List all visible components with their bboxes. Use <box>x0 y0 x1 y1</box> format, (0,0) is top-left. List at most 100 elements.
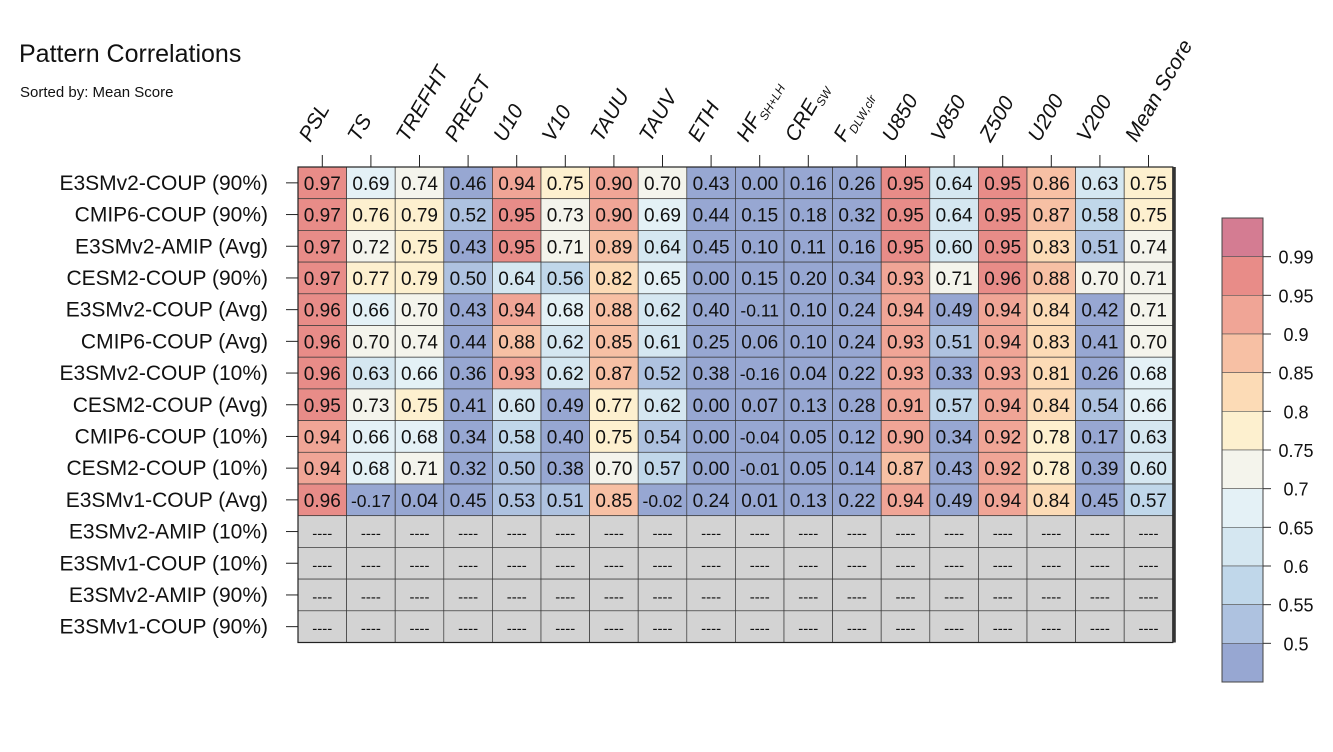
column-label: U850 <box>878 90 923 145</box>
cell-value-label: ---- <box>555 589 575 606</box>
heatmap-cell <box>686 356 736 390</box>
cell-value-label: 0.52 <box>450 206 487 227</box>
heatmap-cell <box>589 451 639 485</box>
heatmap-cell <box>929 547 979 580</box>
cell-value-label: ---- <box>653 589 673 606</box>
cell-value-label: 0.10 <box>790 301 827 322</box>
cell-value-label: 0.34 <box>450 427 487 448</box>
heatmap-cell <box>978 198 1028 231</box>
cell-value-label: 0.62 <box>644 396 681 417</box>
cell-value-label: ---- <box>458 557 478 574</box>
column-label: V10 <box>538 101 577 145</box>
heatmap-cell <box>1123 610 1174 643</box>
cell-value-label: 0.72 <box>352 237 389 258</box>
colorbar-tick-label: 0.8 <box>1283 402 1308 422</box>
heatmap-cell <box>1026 547 1076 580</box>
heatmap-cell <box>589 166 639 200</box>
cell-value-label: 0.26 <box>1081 364 1118 385</box>
cell-value-label: 0.96 <box>304 364 341 385</box>
cell-value-label: 0.70 <box>352 332 389 353</box>
cell-value-label: 0.13 <box>790 491 827 512</box>
cell-value-label: 0.93 <box>984 364 1021 385</box>
heatmap-cell <box>492 451 542 485</box>
cell-value-label: 0.51 <box>936 332 973 353</box>
column-label: CRESW <box>781 77 836 147</box>
cell-value-label: ---- <box>410 621 430 638</box>
cell-value-label: 0.75 <box>1130 206 1167 227</box>
cell-value-label: ---- <box>1139 621 1159 638</box>
heatmap-cell <box>637 578 688 612</box>
cell-value-label: 0.78 <box>1033 427 1070 448</box>
cell-value-label: ---- <box>1041 621 1061 638</box>
colorbar-segment <box>1221 604 1264 644</box>
cell-value-label: ---- <box>847 589 867 606</box>
column-label: U10 <box>489 100 528 145</box>
heatmap-cell <box>1123 451 1174 485</box>
heatmap-cell <box>880 451 931 485</box>
cell-value-label: ---- <box>750 557 770 574</box>
heatmap-cell <box>880 261 931 295</box>
cell-value-label: 0.43 <box>450 301 487 322</box>
heatmap-cell <box>394 261 445 295</box>
heatmap-cell <box>346 515 396 548</box>
cell-value-label: 0.57 <box>1130 491 1167 512</box>
cell-value-label: ---- <box>604 526 624 543</box>
heatmap-cell <box>589 261 639 295</box>
colorbar-segment <box>1221 333 1264 373</box>
heatmap-cell <box>735 166 785 200</box>
heatmap-cell <box>978 610 1028 643</box>
heatmap-cell <box>1075 293 1125 326</box>
heatmap-cell <box>346 261 396 295</box>
cell-value-label: 0.97 <box>304 206 341 227</box>
cell-value-label: 0.63 <box>1130 427 1167 448</box>
cell-value-label: ---- <box>653 526 673 543</box>
heatmap-cell <box>783 198 833 231</box>
heatmap-cell <box>686 420 736 453</box>
cell-value-label: 0.75 <box>401 396 438 417</box>
heatmap-cell <box>297 198 347 231</box>
cell-value-label: 0.93 <box>887 332 924 353</box>
cell-value-label: ---- <box>410 557 430 574</box>
cell-value-label: 0.45 <box>693 237 730 258</box>
cell-value-label: 0.62 <box>547 332 584 353</box>
heatmap-cell <box>492 356 542 390</box>
heatmap-cell <box>540 578 590 612</box>
heatmap-cell <box>686 198 736 231</box>
cell-value-label: ---- <box>701 557 721 574</box>
heatmap-cell <box>735 515 785 548</box>
cell-value-label: -0.01 <box>740 459 780 479</box>
cell-value-label: ---- <box>361 621 381 638</box>
colorbar-tick-label: 0.65 <box>1278 518 1313 538</box>
cell-value-label: 0.71 <box>1130 269 1167 290</box>
heatmap-cell <box>297 578 347 612</box>
heatmap-cell <box>1123 230 1174 263</box>
cell-value-label: ---- <box>896 589 916 606</box>
cell-value-label: 0.43 <box>936 459 973 480</box>
cell-value-label: 0.64 <box>936 206 973 227</box>
cell-value-label: 0.15 <box>741 206 778 227</box>
cell-value-label: 0.24 <box>838 301 875 322</box>
heatmap-cell <box>783 230 833 263</box>
heatmap-cell <box>394 325 445 358</box>
cell-value-label: ---- <box>312 621 332 638</box>
cell-value-label: 0.49 <box>936 301 973 322</box>
cell-value-label: 0.75 <box>595 427 632 448</box>
colorbar-tick-label: 0.9 <box>1283 325 1308 345</box>
cell-value-label: 0.16 <box>838 237 875 258</box>
cell-value-label: 0.90 <box>887 427 924 448</box>
cell-value-label: 0.24 <box>838 332 875 353</box>
column-label: V850 <box>927 91 972 145</box>
cell-value-label: 0.70 <box>1081 269 1118 290</box>
row-label: E3SMv1-COUP (10%) <box>59 552 268 575</box>
heatmap-cell <box>492 388 542 421</box>
heatmap-cell <box>394 451 445 485</box>
cell-value-label: ---- <box>1041 526 1061 543</box>
cell-value-label: ---- <box>312 557 332 574</box>
cell-value-label: ---- <box>993 589 1013 606</box>
row-label: CESM2-COUP (10%) <box>67 457 269 480</box>
cell-value-label: ---- <box>1090 557 1110 574</box>
column-label: V200 <box>1072 91 1117 145</box>
cell-value-label: 0.93 <box>887 364 924 385</box>
cell-value-label: ---- <box>507 557 527 574</box>
cell-value-label: ---- <box>993 526 1013 543</box>
